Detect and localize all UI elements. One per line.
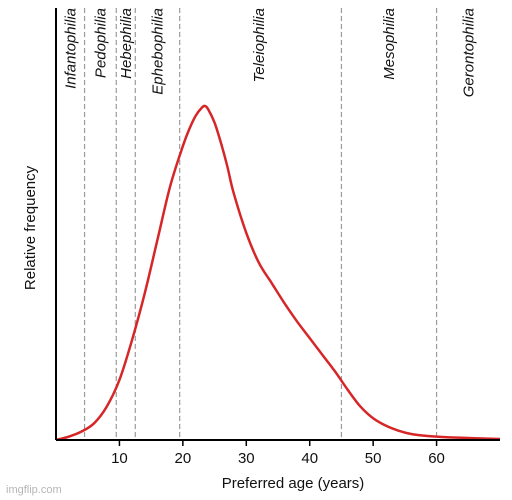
preference-curve (55, 104, 501, 442)
x-tick-label: 10 (111, 450, 128, 467)
x-tick-label: 30 (238, 450, 255, 467)
region-label: Ephebophilia (149, 8, 166, 95)
region-label: Hebephilia (118, 8, 135, 79)
region-label: Pedophilia (92, 8, 109, 78)
region-dividers (83, 8, 438, 440)
x-axis-label: Preferred age (years) (222, 475, 365, 492)
region-label: Gerontophilia (460, 8, 477, 97)
region-label: Mesophilia (381, 8, 398, 80)
region-label: Teleiophilia (251, 8, 268, 83)
x-tick-label: 40 (301, 450, 318, 467)
x-tick-label: 20 (175, 450, 192, 467)
region-label: Infantophilia (63, 8, 80, 89)
watermark: imgflip.com (6, 484, 62, 496)
x-ticks: 10 20 30 40 50 60 (111, 440, 445, 467)
region-labels: Infantophilia Pedophilia Hebephilia Ephebop… (63, 8, 478, 97)
x-tick-label: 50 (365, 450, 382, 467)
y-axis-label: Relative frequency (22, 165, 39, 290)
x-tick-label: 60 (428, 450, 445, 467)
